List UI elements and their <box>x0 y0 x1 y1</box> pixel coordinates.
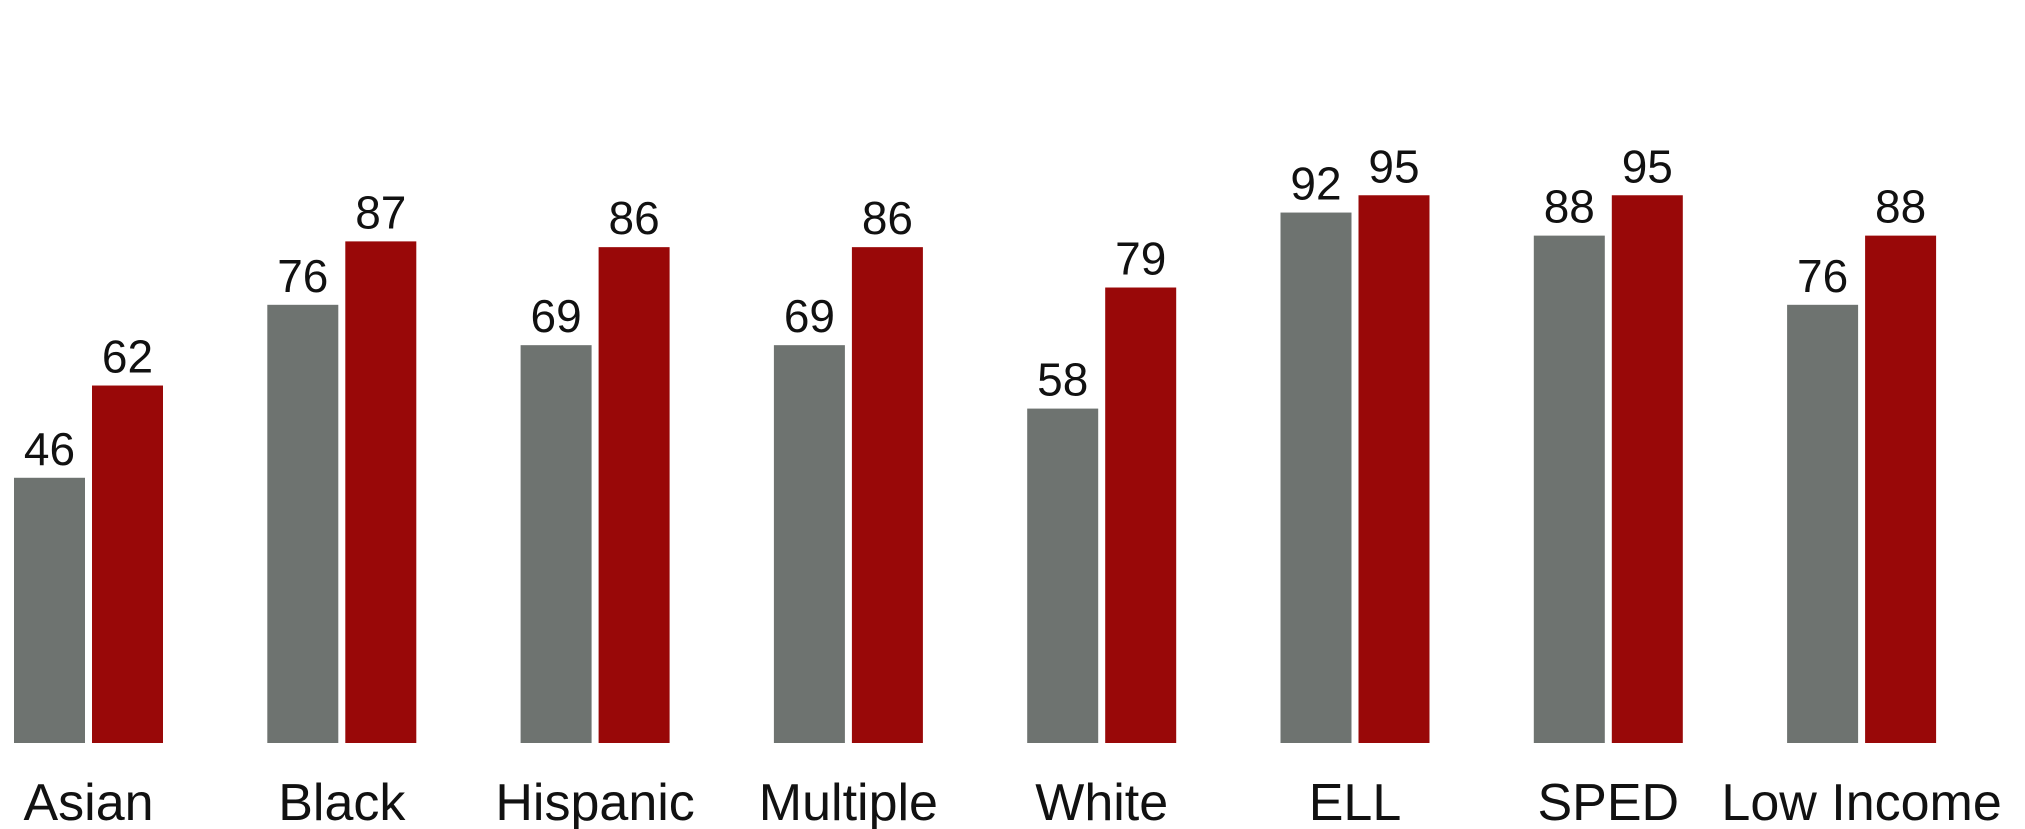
bar-sped-series-a <box>1533 235 1605 743</box>
category-label-multiple: Multiple <box>759 774 938 829</box>
bar-black-series-b <box>345 241 417 743</box>
value-label-ell-series-b: 95 <box>1368 140 1419 192</box>
category-label-ell: ELL <box>1309 774 1402 829</box>
category-label-white: White <box>1035 774 1168 829</box>
bar-asian-series-a <box>14 477 85 743</box>
bar-hispanic-series-b <box>598 247 670 743</box>
value-label-ell-series-a: 92 <box>1290 158 1341 210</box>
category-label-black: Black <box>278 774 406 829</box>
bar-hispanic-series-a <box>520 345 592 743</box>
bar-low-income-series-b <box>1865 235 1937 743</box>
category-label-sped: SPED <box>1537 774 1679 829</box>
value-label-sped-series-a: 88 <box>1544 181 1595 233</box>
bar-ell-series-a <box>1280 212 1352 743</box>
value-label-sped-series-b: 95 <box>1622 140 1673 192</box>
category-labels-layer: Asian Black Hispanic Multiple White ELL SPED Lo… <box>23 774 2001 829</box>
value-label-multiple-series-a: 69 <box>784 290 835 342</box>
bar-multiple-series-b <box>851 247 923 743</box>
bar-low-income-series-a <box>1787 304 1859 743</box>
value-label-hispanic-series-a: 69 <box>531 290 582 342</box>
value-label-multiple-series-b: 86 <box>862 192 913 244</box>
bar-white-series-b <box>1105 287 1177 743</box>
value-labels-layer: 46 62 76 87 69 86 69 86 58 79 92 95 88 95 76 88 <box>24 140 1926 475</box>
value-label-asian-series-b: 62 <box>102 331 153 383</box>
value-label-low-income-series-b: 88 <box>1875 181 1926 233</box>
value-label-black-series-a: 76 <box>277 250 328 302</box>
value-label-white-series-a: 58 <box>1037 354 1088 406</box>
category-label-hispanic: Hispanic <box>495 774 694 829</box>
bars-layer <box>14 195 1937 744</box>
bar-ell-series-b <box>1358 195 1430 744</box>
bar-multiple-series-a <box>773 345 845 743</box>
bar-black-series-a <box>267 304 339 743</box>
value-label-low-income-series-a: 76 <box>1797 250 1848 302</box>
bar-white-series-a <box>1027 408 1099 743</box>
value-label-white-series-b: 79 <box>1115 233 1166 285</box>
value-label-hispanic-series-b: 86 <box>609 192 660 244</box>
category-label-asian: Asian <box>23 774 153 829</box>
value-label-black-series-b: 87 <box>355 186 406 238</box>
bar-sped-series-b <box>1611 195 1683 744</box>
bar-asian-series-b <box>92 385 163 743</box>
value-label-asian-series-a: 46 <box>24 423 75 475</box>
category-label-low-income: Low Income <box>1721 774 2001 829</box>
